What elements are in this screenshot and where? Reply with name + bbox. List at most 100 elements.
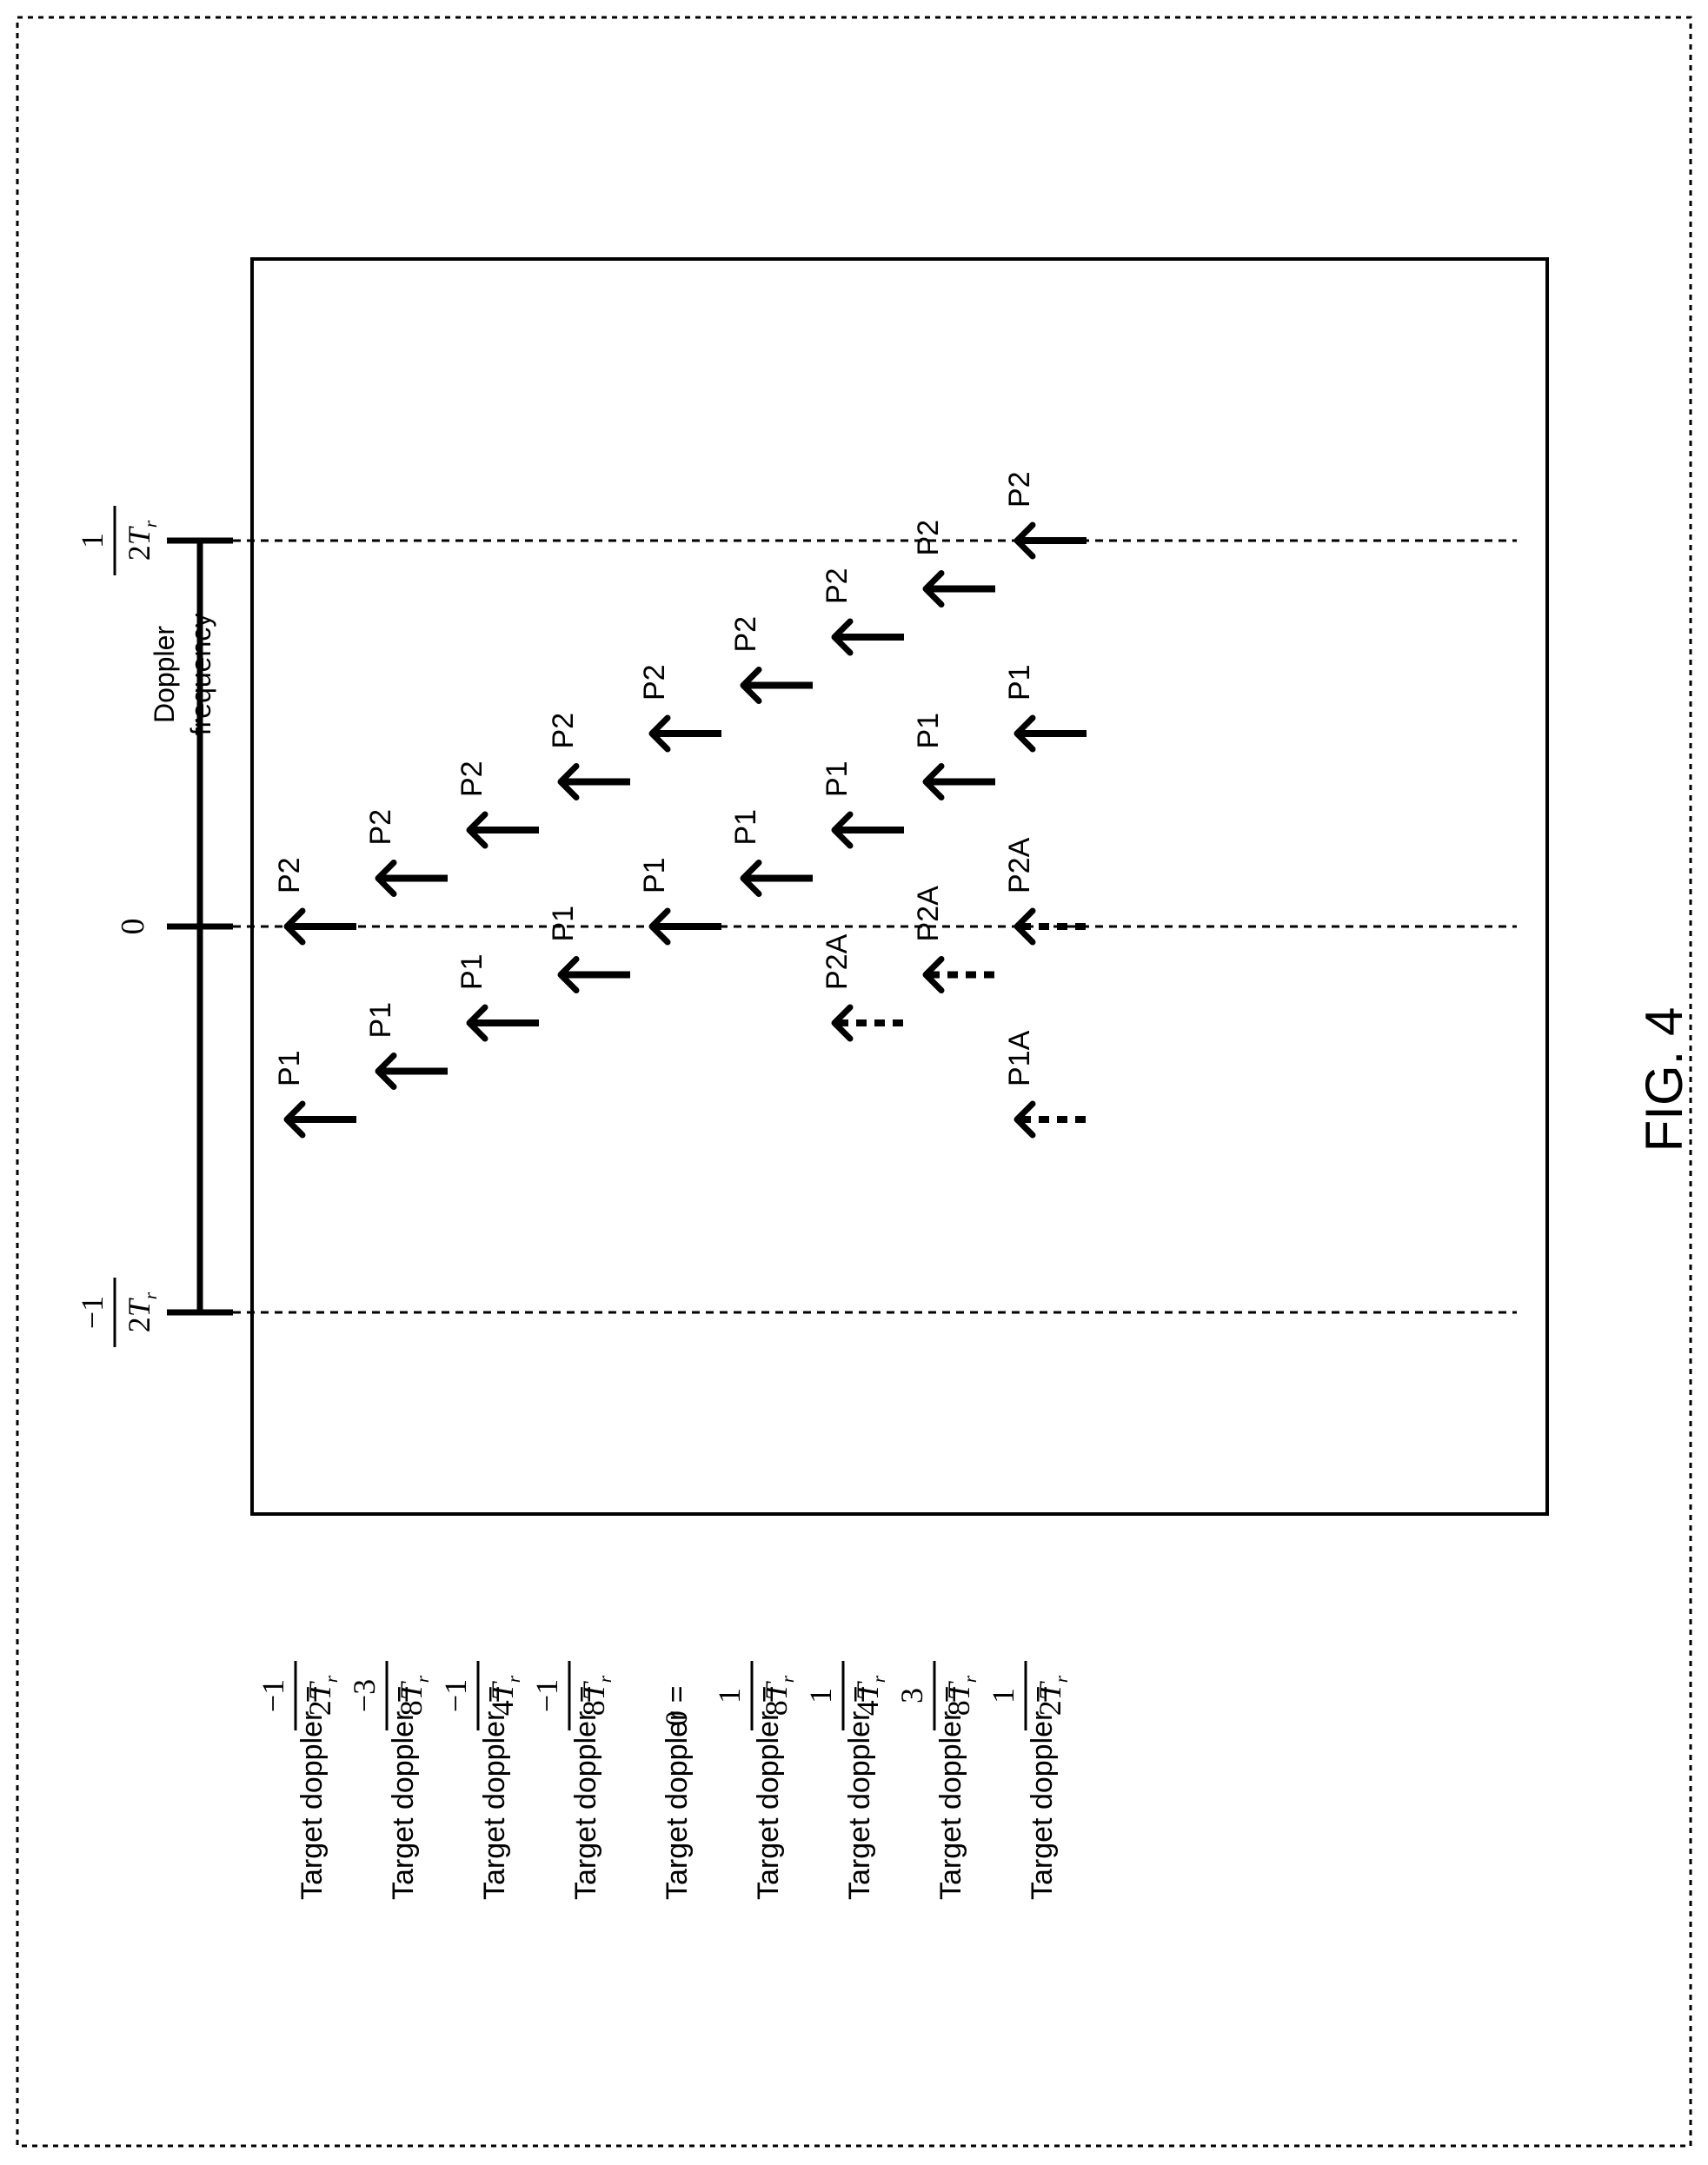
arrow-tag: P2 <box>1003 471 1036 508</box>
row-value-numerator: 3 <box>894 1688 929 1703</box>
arrow-head <box>1014 1100 1036 1139</box>
row-value-numerator: 1 <box>986 1688 1020 1703</box>
row-value-denominator: 8Tr <box>759 1675 798 1716</box>
row-value-numerator: 1 <box>712 1688 747 1703</box>
arrow-tag: P2A <box>912 886 945 942</box>
arrow-tag: P2 <box>638 664 671 701</box>
row-value-numerator: 1 <box>803 1688 838 1703</box>
row-value-denominator: 2Tr <box>1033 1675 1072 1716</box>
arrow-tag: P1 <box>547 906 580 942</box>
arrow-head <box>557 763 580 800</box>
row-value: −1 8Tr <box>529 1661 615 1730</box>
peak-arrow: P1 <box>821 760 904 849</box>
arrow-head <box>648 907 671 946</box>
row-label: Target doppler = <box>478 1685 511 1900</box>
arrow-tag: P2A <box>1003 837 1036 893</box>
arrow-tag: P1 <box>273 1050 306 1086</box>
rotated-diagram: −1 2Tr 0 1 2Tr Doppler frequency Target doppler… <box>75 471 1693 1900</box>
arrow-tag: P2 <box>912 520 945 556</box>
arrow-tag: P1 <box>1003 664 1036 701</box>
row-value: −1 2Tr <box>256 1661 342 1730</box>
arrow-head <box>922 763 945 800</box>
arrow-tag: P2 <box>821 568 854 604</box>
peak-arrow: P2 <box>638 664 721 753</box>
alias-arrow: P2A <box>912 886 995 993</box>
arrow-head <box>1014 907 1036 946</box>
peak-arrow: P2 <box>273 857 356 946</box>
peak-arrow: P1 <box>729 809 813 897</box>
arrow-head <box>1014 714 1036 753</box>
row-value-denominator: 8Tr <box>576 1675 615 1716</box>
row-label: Target doppler = <box>934 1685 967 1900</box>
row-value: −1 4Tr <box>438 1661 524 1730</box>
arrow-tag: P1A <box>1003 1030 1036 1086</box>
peak-arrow: P1 <box>364 1002 448 1090</box>
arrow-head <box>922 570 945 608</box>
row-value: 3 8Tr <box>894 1661 980 1730</box>
arrow-head <box>648 714 671 753</box>
arrow-head <box>831 1004 854 1042</box>
axis-label-line2: frequency <box>185 614 216 736</box>
page-border <box>16 16 1692 2148</box>
arrow-head <box>466 811 488 849</box>
peak-arrow: P2 <box>821 568 904 656</box>
row-value: −3 8Tr <box>347 1661 433 1730</box>
arrow-tag: P2 <box>547 713 580 749</box>
arrow-head <box>1014 521 1036 560</box>
arrow-tag: P1 <box>455 953 488 990</box>
row-value-denominator: 4Tr <box>485 1675 524 1716</box>
peak-arrow: P1 <box>273 1050 356 1139</box>
arrow-head <box>740 667 762 704</box>
arrow-head <box>283 907 306 946</box>
arrow-head <box>466 1004 488 1042</box>
row-value-numerator: −1 <box>256 1679 290 1712</box>
peak-arrow: P1 <box>547 906 630 993</box>
arrow-head <box>831 618 854 656</box>
axis-tick-label: −1 2Tr <box>75 1278 161 1347</box>
arrow-tag: P2 <box>273 857 306 893</box>
row-label: Target doppler = <box>387 1685 420 1900</box>
row-value: 1 8Tr <box>712 1661 798 1730</box>
row-label: Target doppler = <box>569 1685 602 1900</box>
axis-tick-label-zero: 0 <box>115 919 151 935</box>
arrow-tag: P2 <box>455 760 488 797</box>
row-value-zero: 0 <box>659 1710 694 1726</box>
peak-arrow: P1 <box>455 953 539 1042</box>
row-value-numerator: −1 <box>529 1679 564 1712</box>
row-value-numerator: −1 <box>438 1679 473 1712</box>
row-label: Target doppler = <box>661 1685 694 1900</box>
peak-arrow: P2 <box>547 713 630 800</box>
peak-arrow: P2 <box>455 760 539 849</box>
row-value: 1 4Tr <box>803 1661 889 1730</box>
arrow-tag: P1 <box>364 1002 397 1039</box>
row-label: Target doppler = <box>1026 1685 1059 1900</box>
axis-tick-label-denominator: 2Tr <box>122 520 161 561</box>
arrow-tag: P1 <box>729 809 762 846</box>
row-label: Target doppler = <box>752 1685 785 1900</box>
peak-arrow: P2 <box>912 520 995 608</box>
axis-tick-label-numerator: −1 <box>75 1296 110 1329</box>
arrow-tag: P2 <box>364 809 397 846</box>
row-label: Target doppler = <box>843 1685 876 1900</box>
arrow-tag: P2 <box>729 616 762 653</box>
arrow-tag: P1 <box>638 857 671 893</box>
arrow-head <box>375 1053 397 1090</box>
arrow-tag: P1 <box>912 713 945 749</box>
arrow-head <box>922 956 945 993</box>
row-value: 1 2Tr <box>986 1661 1072 1730</box>
arrow-tag: P2A <box>821 933 854 990</box>
arrow-tag: P1 <box>821 760 854 797</box>
peak-arrow: P1 <box>638 857 721 946</box>
diagram-frame <box>250 257 1549 1516</box>
peak-arrow: P2 <box>1003 471 1087 560</box>
arrow-head <box>283 1100 306 1139</box>
row-label: Target doppler = <box>296 1685 329 1900</box>
axis-tick-label: 1 2Tr <box>75 506 161 575</box>
peak-arrow: P2 <box>729 616 813 704</box>
figure-label: FIG. 4 <box>1635 1007 1693 1152</box>
alias-arrow: P2A <box>1003 837 1087 946</box>
peak-arrow: P1 <box>1003 664 1087 753</box>
row-value-denominator: 8Tr <box>941 1675 980 1716</box>
row-value-denominator: 8Tr <box>394 1675 433 1716</box>
